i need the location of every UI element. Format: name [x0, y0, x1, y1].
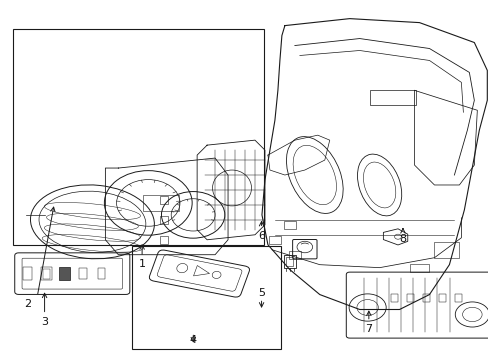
Bar: [286, 257, 293, 266]
Bar: [160, 196, 167, 204]
Bar: [98, 268, 105, 279]
Bar: [142, 195, 179, 211]
Bar: [43, 269, 50, 279]
Bar: [422, 294, 429, 302]
Text: 5: 5: [258, 288, 264, 298]
Bar: [13, 30, 264, 244]
Bar: [132, 246, 281, 348]
Bar: [59, 267, 70, 280]
Text: 6: 6: [258, 231, 264, 240]
Bar: [433, 242, 458, 258]
Bar: [408, 265, 428, 272]
Bar: [369, 90, 415, 105]
Text: 4: 4: [189, 334, 197, 345]
Bar: [160, 216, 167, 224]
Bar: [284, 221, 296, 229]
Bar: [79, 268, 87, 279]
Text: 8: 8: [399, 234, 406, 244]
Bar: [288, 251, 301, 259]
Text: 2: 2: [24, 299, 31, 309]
Bar: [454, 294, 461, 302]
Bar: [41, 267, 52, 280]
Text: 1: 1: [138, 259, 145, 269]
Text: 3: 3: [41, 317, 48, 327]
Bar: [407, 294, 413, 302]
Text: 7: 7: [365, 324, 372, 334]
Bar: [284, 255, 295, 267]
Bar: [160, 236, 167, 244]
Bar: [268, 236, 281, 244]
Bar: [22, 267, 32, 280]
Bar: [438, 294, 445, 302]
Bar: [390, 294, 397, 302]
